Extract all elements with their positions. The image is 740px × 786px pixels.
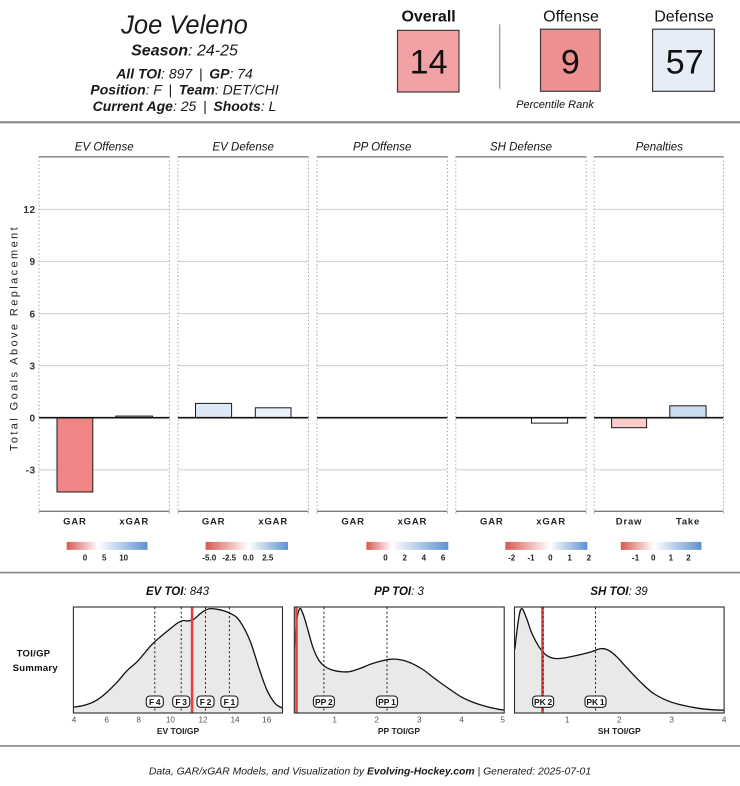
svg-text:6: 6 [104,715,109,724]
svg-text:EV TOI/GP: EV TOI/GP [157,726,200,736]
svg-text:F 4: F 4 [149,697,161,707]
svg-text:14: 14 [410,44,448,82]
svg-text:3: 3 [669,715,674,724]
svg-text:All TOI: 897 | GP: 74: All TOI: 897 | GP: 74 [115,65,253,81]
svg-text:1: 1 [332,715,337,724]
svg-text:Summary: Summary [13,663,59,674]
svg-text:Penalties: Penalties [636,141,684,153]
svg-text:0: 0 [83,553,88,562]
svg-text:16: 16 [262,715,272,724]
svg-text:1: 1 [567,553,572,562]
svg-text:5: 5 [500,715,505,724]
svg-text:PP 2: PP 2 [315,697,333,707]
svg-text:PK 2: PK 2 [534,697,553,707]
svg-text:Draw: Draw [616,516,642,527]
svg-text:Position: F | Team: DET/CHI: Position: F | Team: DET/CHI [90,82,278,98]
svg-text:EV TOI: 843: EV TOI: 843 [146,586,210,598]
svg-text:TOI/GP: TOI/GP [17,649,51,660]
svg-text:9: 9 [561,44,580,82]
svg-text:-5.0: -5.0 [202,553,216,562]
svg-text:xGAR: xGAR [258,516,288,527]
svg-text:Take: Take [676,516,700,527]
svg-text:0: 0 [383,553,388,562]
svg-text:F 2: F 2 [200,697,212,707]
svg-text:3: 3 [417,715,422,724]
svg-text:Data, GAR/xGAR Models, and Vis: Data, GAR/xGAR Models, and Visualization… [149,766,591,777]
svg-text:F 3: F 3 [175,697,187,707]
svg-text:3: 3 [30,361,36,372]
svg-text:-1: -1 [632,553,640,562]
svg-text:9: 9 [30,257,36,268]
svg-text:Defense: Defense [654,8,714,25]
svg-text:2.5: 2.5 [262,553,274,562]
svg-text:1: 1 [565,715,570,724]
svg-text:12: 12 [198,715,208,724]
svg-text:EV Offense: EV Offense [75,141,134,153]
svg-text:PK 1: PK 1 [586,697,605,707]
svg-text:2: 2 [686,553,691,562]
svg-text:12: 12 [23,205,35,216]
svg-text:10: 10 [166,715,176,724]
svg-text:2: 2 [374,715,379,724]
svg-text:4: 4 [422,553,427,562]
svg-text:xGAR: xGAR [398,516,428,527]
svg-text:GAR: GAR [63,516,87,527]
svg-text:0.0: 0.0 [243,553,255,562]
svg-text:0: 0 [548,553,553,562]
svg-text:2: 2 [617,715,622,724]
svg-text:57: 57 [666,44,704,82]
svg-text:10: 10 [119,553,128,562]
svg-text:1: 1 [669,553,674,562]
svg-text:xGAR: xGAR [119,516,149,527]
svg-text:14: 14 [230,715,240,724]
svg-text:0: 0 [651,553,656,562]
svg-text:PP 1: PP 1 [378,697,396,707]
svg-text:8: 8 [136,715,141,724]
svg-text:SH TOI/GP: SH TOI/GP [598,726,641,736]
svg-text:PP TOI/GP: PP TOI/GP [378,726,421,736]
svg-text:GAR: GAR [480,516,504,527]
svg-text:GAR: GAR [202,516,226,527]
svg-text:GAR: GAR [341,516,365,527]
svg-text:-2.5: -2.5 [222,553,236,562]
svg-text:xGAR: xGAR [536,516,566,527]
svg-text:5: 5 [102,553,107,562]
svg-text:Total Goals Above Replacement: Total Goals Above Replacement [9,225,21,451]
svg-text:6: 6 [30,309,36,320]
svg-text:0: 0 [30,413,36,424]
svg-text:2: 2 [587,553,592,562]
svg-text:Overall: Overall [401,8,455,25]
svg-text:SH TOI: 39: SH TOI: 39 [590,586,648,598]
svg-text:PP TOI: 3: PP TOI: 3 [374,586,424,598]
svg-text:4: 4 [72,715,77,724]
svg-text:SH Defense: SH Defense [490,141,552,153]
svg-text:2: 2 [402,553,407,562]
svg-text:Joe Veleno: Joe Veleno [120,12,248,40]
svg-text:Percentile Rank: Percentile Rank [516,99,594,111]
svg-text:Season: 24-25: Season: 24-25 [131,43,238,60]
svg-text:-2: -2 [508,553,516,562]
svg-text:PP Offense: PP Offense [353,141,411,153]
svg-text:EV Defense: EV Defense [213,141,274,153]
svg-text:F 1: F 1 [224,697,236,707]
svg-text:Current Age: 25 | Shoots: L: Current Age: 25 | Shoots: L [93,98,277,114]
svg-text:4: 4 [722,715,727,724]
svg-text:Offense: Offense [543,8,599,25]
svg-text:-1: -1 [527,553,535,562]
svg-text:-3: -3 [26,465,36,476]
svg-text:6: 6 [441,553,446,562]
svg-text:4: 4 [459,715,464,724]
